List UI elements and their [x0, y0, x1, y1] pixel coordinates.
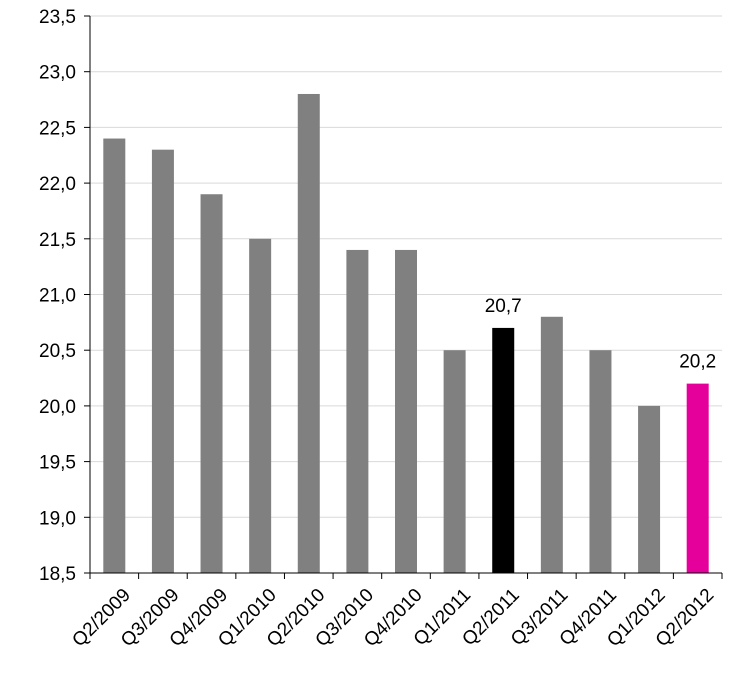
y-tick-label: 18,5: [39, 564, 76, 585]
y-tick-label: 22,5: [39, 118, 76, 139]
bar-q1-2012: [638, 405, 661, 573]
bar-q2-2010: [297, 93, 320, 573]
y-tick-label: 22,0: [39, 174, 76, 195]
bar-q4-2010: [395, 249, 417, 573]
x-axis-tick-labels: Q2/2009Q3/2009Q4/2009Q1/2010Q2/2010Q3/20…: [68, 585, 718, 651]
y-tick-label: 19,0: [39, 508, 76, 529]
bar-q3-2010: [346, 249, 369, 573]
bar-q1-2010: [249, 238, 272, 574]
y-tick-label: 19,5: [39, 453, 76, 474]
bar-q3-2011: [540, 316, 563, 573]
y-tick-label: 20,0: [39, 397, 76, 418]
y-tick-label: 21,0: [39, 286, 76, 307]
data-labels: 20,7 20,2: [485, 296, 716, 373]
y-tick-label: 23,0: [39, 63, 76, 84]
axes: [84, 15, 723, 579]
y-tick-label: 20,5: [39, 341, 76, 362]
bar-q4-2011: [589, 350, 612, 573]
bar-q2-2009: [103, 138, 126, 574]
bar-q2-2011: [492, 327, 515, 573]
y-tick-label: 21,5: [39, 230, 76, 251]
bars: [103, 93, 709, 574]
data-label-q2-2012: 20,2: [679, 352, 716, 373]
bar-q1-2011: [443, 350, 466, 573]
y-tick-label: 23,5: [39, 7, 76, 28]
bar-q3-2009: [151, 149, 174, 573]
y-axis-tick-labels: 18,5 19,0 19,5 20,0 20,5 21,0 21,5 22,0 22,5 23,0…: [39, 7, 76, 585]
data-label-q2-2011: 20,7: [485, 296, 522, 317]
bar-q2-2012: [686, 383, 709, 573]
bar-q4-2009: [200, 194, 223, 574]
